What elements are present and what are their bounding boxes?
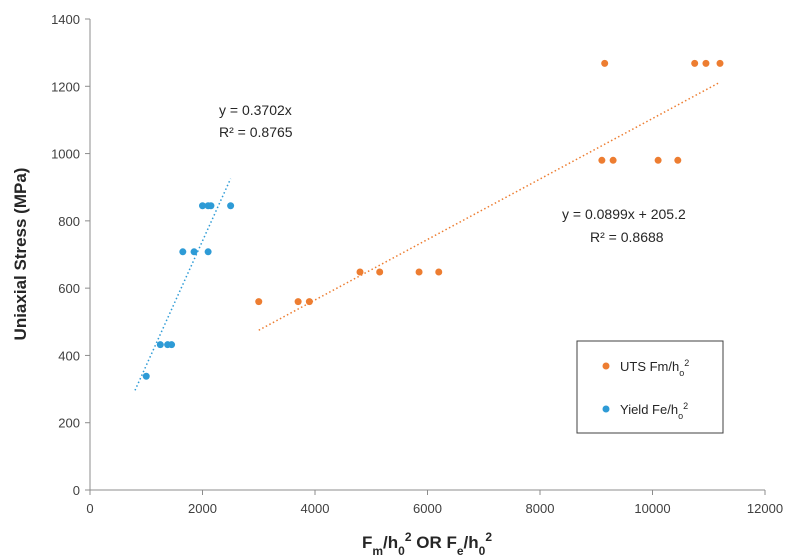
uts-trendline-r2: R² = 0.8688 (590, 229, 664, 245)
data-point (601, 59, 609, 67)
y-tick-label: 0 (73, 483, 80, 498)
legend-marker-uts (602, 362, 610, 370)
data-point (716, 59, 724, 67)
data-point (305, 298, 313, 306)
data-point (435, 268, 443, 276)
data-point (598, 156, 606, 164)
data-points (142, 59, 724, 380)
y-tick-label: 200 (58, 416, 80, 431)
data-point (168, 341, 176, 349)
x-tick-label: 2000 (188, 501, 217, 516)
x-axis-title: Fm/h02 OR Fe/h02 (362, 530, 492, 556)
data-point (356, 268, 364, 276)
trendline-0 (258, 81, 721, 331)
x-tick-label: 6000 (413, 501, 442, 516)
x-ticks: 0 2000 4000 6000 8000 10000 12000 (86, 490, 783, 516)
y-tick-label: 600 (58, 281, 80, 296)
data-point (179, 248, 187, 256)
y-tick-label: 800 (58, 214, 80, 229)
yield-trendline-r2: R² = 0.8765 (219, 124, 293, 140)
data-point (294, 298, 302, 306)
x-tick-label: 12000 (747, 501, 783, 516)
data-point (609, 156, 617, 164)
data-point (204, 248, 212, 256)
data-point (142, 372, 150, 380)
trendlines (134, 81, 721, 391)
x-tick-label: 4000 (301, 501, 330, 516)
y-ticks: 0 200 400 600 800 1000 1200 1400 (51, 12, 90, 498)
y-axis-title: Uniaxial Stress (MPa) (11, 168, 30, 341)
y-tick-label: 400 (58, 348, 80, 363)
data-point (376, 268, 384, 276)
legend-label-yield: Yield Fe/ho2 (620, 401, 688, 421)
legend-box (576, 340, 724, 434)
data-point (654, 156, 662, 164)
y-tick-label: 1400 (51, 12, 80, 27)
y-tick-label: 1000 (51, 147, 80, 162)
x-tick-label: 0 (86, 501, 93, 516)
data-point (674, 156, 682, 164)
trendline-1 (134, 178, 232, 391)
legend-label-uts: UTS Fm/ho2 (620, 358, 689, 378)
data-point (691, 59, 699, 67)
x-tick-label: 10000 (634, 501, 670, 516)
data-point (156, 341, 164, 349)
y-tick-label: 1200 (51, 79, 80, 94)
uts-trendline-equation: y = 0.0899x + 205.2 (562, 206, 686, 222)
data-point (207, 202, 215, 210)
legend: UTS Fm/ho2 Yield Fe/ho2 (576, 340, 724, 434)
x-tick-label: 8000 (526, 501, 555, 516)
yield-trendline-equation: y = 0.3702x (219, 102, 292, 118)
data-point (190, 248, 198, 256)
data-point (702, 59, 710, 67)
legend-marker-yield (602, 405, 610, 413)
data-point (227, 202, 235, 210)
data-point (199, 202, 206, 210)
data-point (415, 268, 423, 276)
data-point (255, 298, 263, 306)
